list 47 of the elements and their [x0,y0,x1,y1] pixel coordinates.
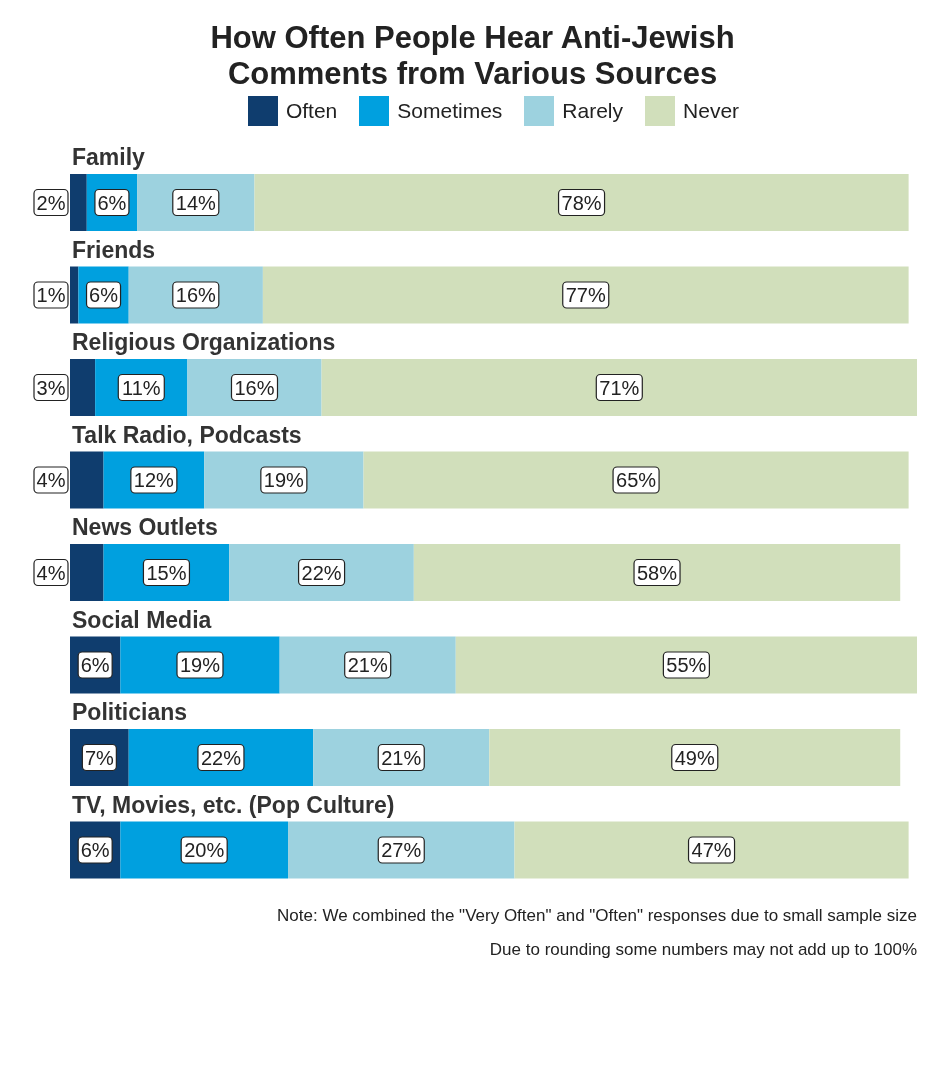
y-tick-label: Friends [72,236,156,263]
data-label: 47% [691,839,732,861]
y-tick-label: Politicians [72,699,188,725]
data-label: 4% [36,561,66,584]
data-label: 15% [146,561,187,584]
data-label: 6% [89,284,119,306]
data-label: 49% [674,746,715,769]
data-label: 19% [179,654,221,676]
data-label: 1% [36,284,66,306]
y-tick-label: Family [72,144,146,170]
data-label: 21% [347,654,388,676]
text: Note: We combined the "Very Often" and "Often" responses due to small sample size [276,906,917,926]
text: Due to rounding some numbers may not add up to 100% [488,940,917,960]
legend-label: Rarely [562,99,624,123]
data-label: 22% [200,746,242,769]
legend-label: Sometimes [397,99,503,123]
data-label: 6% [80,839,110,861]
data-label: 16% [234,376,275,399]
data-label: 14% [175,191,217,214]
data-label: 7% [84,746,115,769]
data-label: 3% [36,376,66,399]
data-label: 16% [175,284,217,306]
data-label: 2% [36,191,66,214]
data-label: 19% [263,469,305,491]
data-label: 6% [97,191,127,214]
data-label: 77% [565,284,606,306]
y-tick-label: Religious Organizations [72,329,336,355]
legend-label: Often [285,99,338,123]
y-tick-label: Talk Radio, Podcasts [72,421,302,448]
legend-label: Never [683,99,740,123]
y-tick-label: Social Media [72,606,212,633]
data-label: 22% [301,561,342,584]
data-label: 6% [80,654,110,676]
data-label: 71% [599,376,640,399]
data-label: 78% [561,191,602,214]
data-label: 12% [133,469,175,491]
data-label: 58% [637,561,678,584]
data-label: 11% [122,376,161,399]
data-label: 20% [184,839,225,861]
y-tick-label: News Outlets [72,514,218,540]
y-tick-label: TV, Movies, etc. (Pop Culture) [72,791,395,818]
data-label: 4% [36,469,66,491]
chart-title: How Often People Hear Anti-Jewish Comments from Various Sources [209,19,736,93]
data-label: 65% [616,469,657,491]
data-label: 55% [666,654,707,676]
data-label: 27% [381,839,422,861]
data-label: 21% [381,746,422,769]
